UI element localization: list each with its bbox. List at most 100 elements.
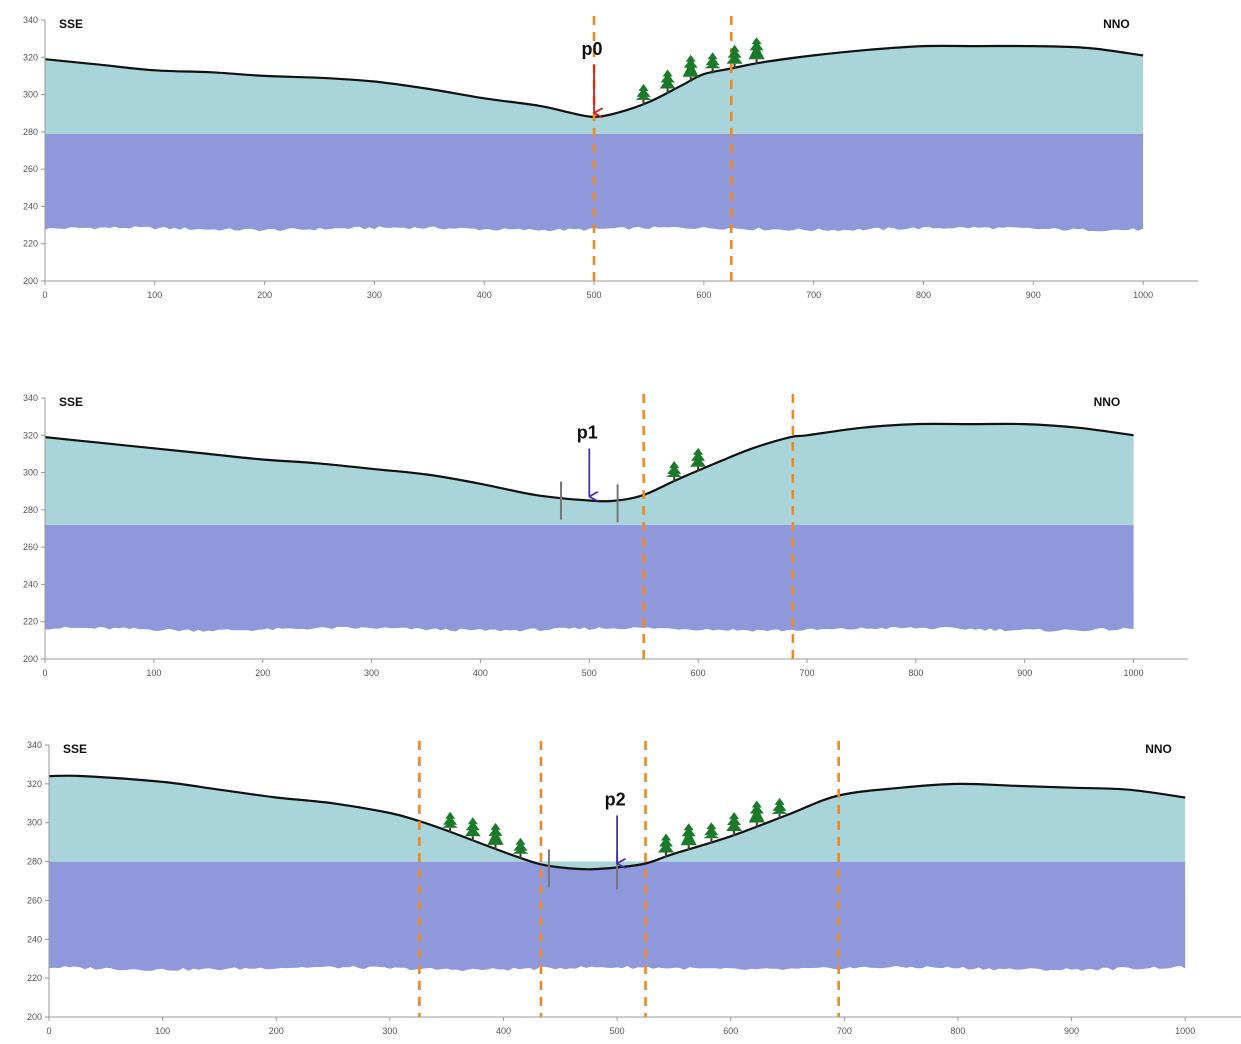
tree-crown	[704, 52, 721, 69]
tree-crown	[659, 69, 676, 89]
tree-icon	[680, 823, 697, 851]
y-tick-label: 240	[27, 934, 42, 944]
direction-label-right: NNO	[1094, 395, 1121, 409]
tree-crown	[635, 83, 652, 100]
x-tick-label: 900	[1026, 290, 1041, 300]
x-tick-label: 200	[255, 668, 270, 678]
tree-crown	[703, 822, 720, 839]
y-tick-label: 280	[23, 505, 38, 515]
tree-icon	[771, 797, 788, 819]
tree-icon	[442, 811, 459, 833]
lower-layer-area	[45, 524, 1134, 632]
x-tick-label: 800	[908, 668, 923, 678]
upper-layer-area	[49, 775, 1186, 870]
tree-trunk	[642, 99, 645, 105]
tree-icon	[464, 817, 481, 842]
x-tick-label: 100	[146, 668, 161, 678]
x-tick-label: 600	[723, 1026, 738, 1036]
tree-trunk	[519, 853, 522, 859]
x-tick-label: 100	[147, 290, 162, 300]
tree-trunk	[673, 477, 676, 482]
y-tick-label: 340	[23, 393, 38, 403]
x-tick-label: 200	[269, 1026, 284, 1036]
x-tick-label: 300	[364, 668, 379, 678]
direction-label-left: SSE	[63, 742, 87, 756]
tree-icon	[703, 822, 720, 844]
tree-crown	[442, 811, 459, 828]
tree-crown	[690, 447, 707, 467]
x-tick-label: 0	[46, 1026, 51, 1036]
tree-crown	[726, 44, 743, 64]
y-tick-label: 200	[23, 276, 38, 286]
upper-layer-area	[45, 45, 1144, 134]
tree-trunk	[687, 845, 690, 851]
tree-trunk	[755, 822, 758, 828]
tree-crown	[487, 822, 504, 845]
lower-layer-area	[49, 861, 1186, 972]
profile-label: p1	[577, 423, 598, 443]
tree-icon	[659, 69, 676, 94]
tree-crown	[680, 823, 697, 846]
tree-icon	[748, 37, 765, 65]
x-tick-label: 1000	[1133, 290, 1153, 300]
tree-crown	[682, 54, 699, 77]
tree-icon	[487, 822, 504, 850]
tree-icon	[512, 837, 529, 859]
y-tick-label: 200	[27, 1012, 42, 1022]
direction-label-left: SSE	[59, 17, 83, 31]
y-tick-label: 220	[23, 239, 38, 249]
y-tick-label: 300	[27, 818, 42, 828]
tree-icon	[690, 447, 707, 472]
profile-chart-p1: 0 100 200 300 400 500 600 700 800 900 1000 200 220 24…	[23, 393, 1188, 678]
x-tick-label: 0	[42, 290, 47, 300]
x-tick-label: 300	[367, 290, 382, 300]
y-tick-label: 320	[27, 779, 42, 789]
x-tick-label: 900	[1017, 668, 1032, 678]
y-tick-label: 280	[23, 127, 38, 137]
tree-crown	[748, 800, 765, 823]
profile-label: p2	[605, 789, 626, 809]
tree-icon	[658, 833, 674, 858]
x-tick-label: 500	[582, 668, 597, 678]
direction-label-right: NNO	[1103, 17, 1130, 31]
tree-trunk	[711, 68, 714, 74]
x-tick-label: 700	[799, 668, 814, 678]
x-tick-label: 1000	[1124, 668, 1144, 678]
tree-trunk	[778, 813, 781, 819]
tree-icon	[635, 83, 652, 105]
x-tick-label: 800	[916, 290, 931, 300]
x-tick-label: 500	[610, 1026, 625, 1036]
profile-label: p0	[582, 39, 603, 59]
x-tick-label: 400	[477, 290, 492, 300]
x-tick-label: 700	[837, 1026, 852, 1036]
x-tick-label: 500	[587, 290, 602, 300]
terrain-surface-line	[44, 422, 1134, 503]
tree-icon	[726, 812, 743, 836]
y-tick-label: 260	[23, 164, 38, 174]
y-tick-label: 320	[23, 52, 38, 62]
profile-chart-p0: 0 100 200 300 400 500 600 700 800 900 1000 200 220 24…	[23, 15, 1198, 300]
tree-crown	[666, 461, 683, 477]
x-tick-label: 600	[691, 668, 706, 678]
y-tick-label: 220	[27, 973, 42, 983]
y-tick-label: 260	[23, 542, 38, 552]
tree-trunk	[666, 88, 669, 94]
tree-trunk	[733, 63, 736, 69]
tree-icon	[748, 800, 765, 828]
y-tick-label: 240	[23, 201, 38, 211]
y-tick-label: 320	[23, 430, 38, 440]
tree-crown	[771, 797, 788, 814]
profile-chart-p2: 0 100 200 300 400 500 600 700 800 900 1000 200 220 24…	[27, 740, 1241, 1036]
y-tick-label: 300	[23, 90, 38, 100]
tree-crown	[748, 37, 765, 60]
tree-icon	[704, 52, 721, 74]
tree-icon	[682, 54, 699, 82]
x-tick-label: 400	[496, 1026, 511, 1036]
direction-label-right: NNO	[1145, 742, 1172, 756]
terrain-surface-line	[48, 774, 1186, 871]
tree-trunk	[665, 852, 667, 858]
tree-trunk	[689, 76, 692, 82]
y-tick-label: 280	[27, 857, 42, 867]
tree-trunk	[733, 831, 736, 836]
